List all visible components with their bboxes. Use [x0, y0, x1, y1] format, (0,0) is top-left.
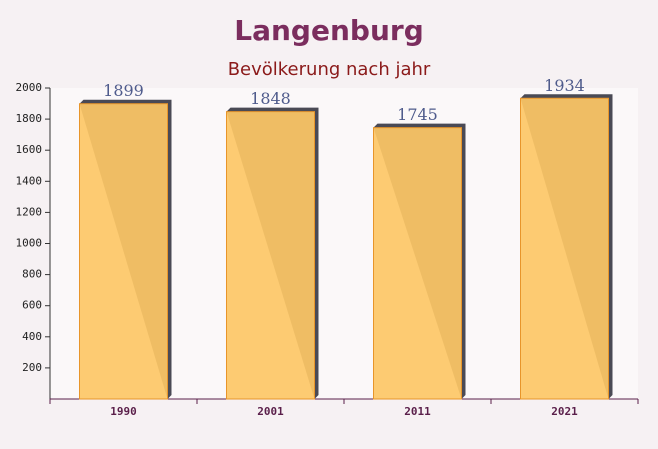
y-tick-label: 1200 [16, 205, 43, 218]
x-tick-label: 2001 [257, 405, 284, 418]
value-label: 1745 [397, 105, 438, 124]
y-tick-label: 2000 [16, 81, 43, 94]
value-label: 1934 [544, 76, 585, 95]
value-label: 1848 [250, 89, 291, 108]
chart-subtitle: Bevölkerung nach jahr [228, 59, 431, 80]
bar [79, 103, 168, 400]
y-tick-label: 1400 [16, 174, 43, 187]
bar [373, 127, 462, 400]
y-tick-label: 600 [22, 299, 42, 312]
bar [520, 97, 609, 400]
y-tick-label: 800 [22, 268, 42, 281]
x-tick-label: 1990 [110, 405, 137, 418]
y-tick-label: 1600 [16, 143, 43, 156]
y-tick-label: 400 [22, 330, 42, 343]
bar [226, 111, 315, 400]
y-tick-label: 1000 [16, 237, 43, 250]
chart-title: Langenburg [234, 14, 423, 47]
y-tick-label: 200 [22, 361, 42, 374]
x-tick-label: 2011 [404, 405, 431, 418]
x-tick-label: 2021 [551, 405, 578, 418]
value-label: 1899 [103, 81, 144, 100]
y-tick-label: 1800 [16, 112, 43, 125]
